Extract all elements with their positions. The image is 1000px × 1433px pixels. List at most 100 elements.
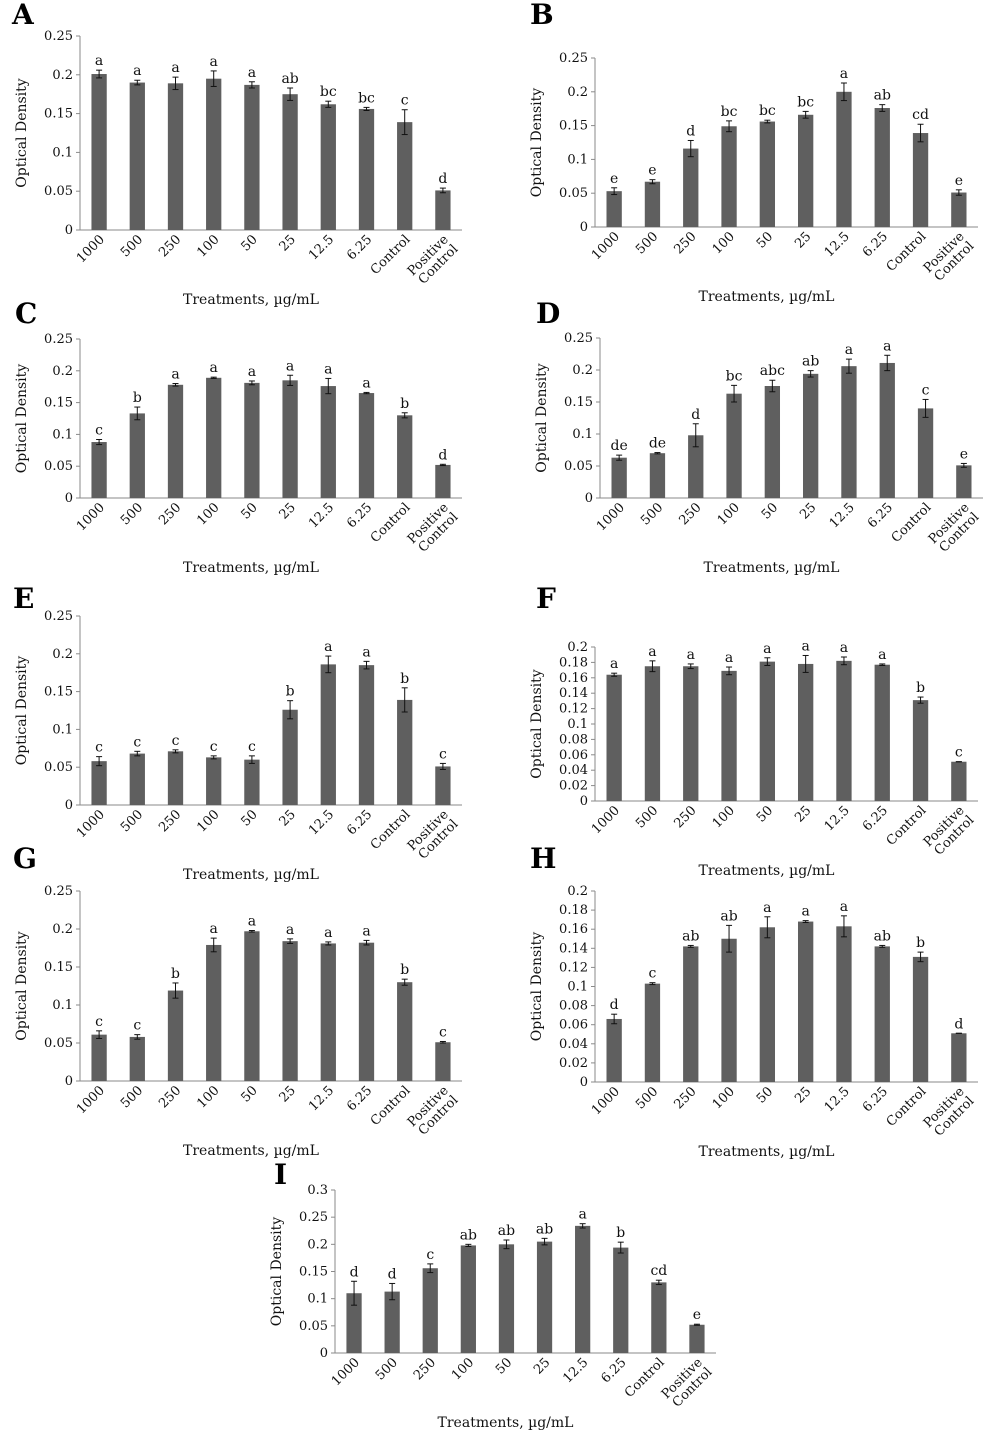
- bar: [575, 1225, 591, 1353]
- bar: [320, 386, 336, 498]
- bar: [797, 663, 814, 801]
- x-axis-title: Treatments, µg/mL: [704, 560, 840, 576]
- y-axis-title: Optical Density: [14, 78, 30, 187]
- y-tick-label: 0.14: [559, 941, 588, 956]
- y-axis-title: Optical Density: [269, 1217, 285, 1326]
- y-tick-label: 0.05: [44, 1036, 73, 1051]
- significance-letter: ab: [460, 1227, 477, 1243]
- bar: [874, 946, 890, 1082]
- y-tick-label: 0.06: [559, 748, 588, 763]
- y-tick-label: 0: [65, 491, 73, 506]
- significance-letter: a: [362, 375, 370, 391]
- x-tick-label: 12.5: [822, 803, 853, 834]
- significance-letter: e: [693, 1307, 701, 1323]
- significance-letter: a: [687, 647, 695, 663]
- x-tick-label: 6.25: [344, 500, 375, 531]
- significance-letter: a: [840, 66, 848, 82]
- significance-letter: bc: [358, 90, 375, 106]
- y-tick-label: 0.2: [52, 364, 73, 379]
- bar: [435, 464, 451, 498]
- bar: [721, 670, 737, 801]
- significance-letter: c: [955, 745, 963, 761]
- significance-letter: d: [438, 171, 447, 187]
- bar: [536, 1241, 553, 1353]
- bar: [683, 148, 699, 227]
- bar: [435, 1042, 451, 1081]
- y-tick-label: 0.15: [299, 1265, 328, 1280]
- x-axis-title: Treatments, µg/mL: [183, 867, 319, 883]
- bar: [611, 457, 627, 498]
- significance-letter: b: [286, 684, 295, 700]
- x-tick-label: 6.25: [860, 1084, 891, 1115]
- bar: [651, 1282, 667, 1353]
- x-tick-label: 100: [194, 1083, 222, 1111]
- significance-letter: a: [324, 639, 332, 655]
- bar: [460, 1245, 476, 1353]
- y-tick-label: 0.1: [567, 980, 588, 995]
- y-tick-label: 0.1: [52, 427, 73, 442]
- significance-letter: bc: [797, 94, 814, 110]
- significance-letter: ab: [874, 88, 891, 104]
- significance-letter: a: [840, 899, 848, 915]
- bar: [91, 442, 107, 498]
- x-tick-label: 25: [277, 232, 299, 254]
- significance-letter: c: [95, 422, 103, 438]
- significance-letter: a: [578, 1207, 586, 1223]
- bar: [167, 990, 184, 1081]
- x-tick-label: 250: [411, 1355, 439, 1383]
- x-tick-label: PositiveControl: [921, 1084, 978, 1141]
- bar: [688, 435, 704, 498]
- significance-letter: c: [426, 1247, 434, 1263]
- bar: [644, 666, 661, 801]
- y-tick-label: 0.25: [299, 1210, 328, 1225]
- bar: [836, 91, 852, 227]
- x-tick-label: 500: [633, 1084, 661, 1112]
- bar: [167, 751, 184, 805]
- significance-letter: d: [686, 123, 695, 139]
- bar: [282, 709, 298, 805]
- y-tick-label: 0.18: [559, 903, 588, 918]
- bar: [802, 373, 819, 498]
- x-tick-label: 500: [118, 232, 146, 260]
- y-axis-title: Optical Density: [529, 669, 545, 778]
- bar: [206, 78, 222, 231]
- x-tick-label: 25: [797, 500, 819, 522]
- significance-letter: bc: [726, 368, 743, 384]
- x-axis-title: Treatments, µg/mL: [183, 1143, 319, 1159]
- y-tick-label: 0: [65, 1074, 73, 1089]
- y-tick-label: 0.02: [559, 779, 588, 794]
- x-tick-label: 500: [373, 1355, 401, 1383]
- y-tick-label: 0.1: [567, 717, 588, 732]
- panel-letter: E: [13, 582, 34, 615]
- bar: [167, 384, 184, 498]
- significance-letter: e: [960, 446, 968, 462]
- significance-letter: a: [248, 914, 256, 930]
- y-tick-label: 0: [580, 220, 588, 235]
- x-tick-label: 50: [238, 807, 260, 829]
- significance-letter: c: [649, 966, 657, 982]
- significance-letter: c: [95, 1014, 103, 1030]
- bar: [422, 1268, 438, 1353]
- y-tick-label: 0.08: [559, 732, 588, 747]
- x-tick-label: 12.5: [827, 500, 858, 531]
- x-tick-label: 1000: [589, 1084, 623, 1118]
- bar: [320, 664, 336, 805]
- bar: [320, 943, 336, 1081]
- significance-letter: a: [171, 367, 179, 383]
- significance-letter: a: [610, 656, 618, 672]
- x-tick-label: 250: [156, 232, 184, 260]
- significance-letter: a: [763, 641, 771, 657]
- x-axis-title: Treatments, µg/mL: [699, 863, 835, 879]
- x-tick-label: 500: [633, 229, 661, 257]
- significance-letter: d: [691, 407, 700, 423]
- significance-letter: a: [210, 360, 218, 376]
- bar: [129, 82, 145, 230]
- y-tick-label: 0.1: [567, 152, 588, 167]
- x-tick-label: 100: [715, 500, 743, 528]
- y-tick-label: 0.05: [559, 186, 588, 201]
- y-tick-label: 0.2: [52, 68, 73, 83]
- bar: [836, 926, 852, 1082]
- bar: [644, 983, 661, 1082]
- significance-letter: a: [210, 54, 218, 70]
- significance-letter: d: [954, 1016, 963, 1032]
